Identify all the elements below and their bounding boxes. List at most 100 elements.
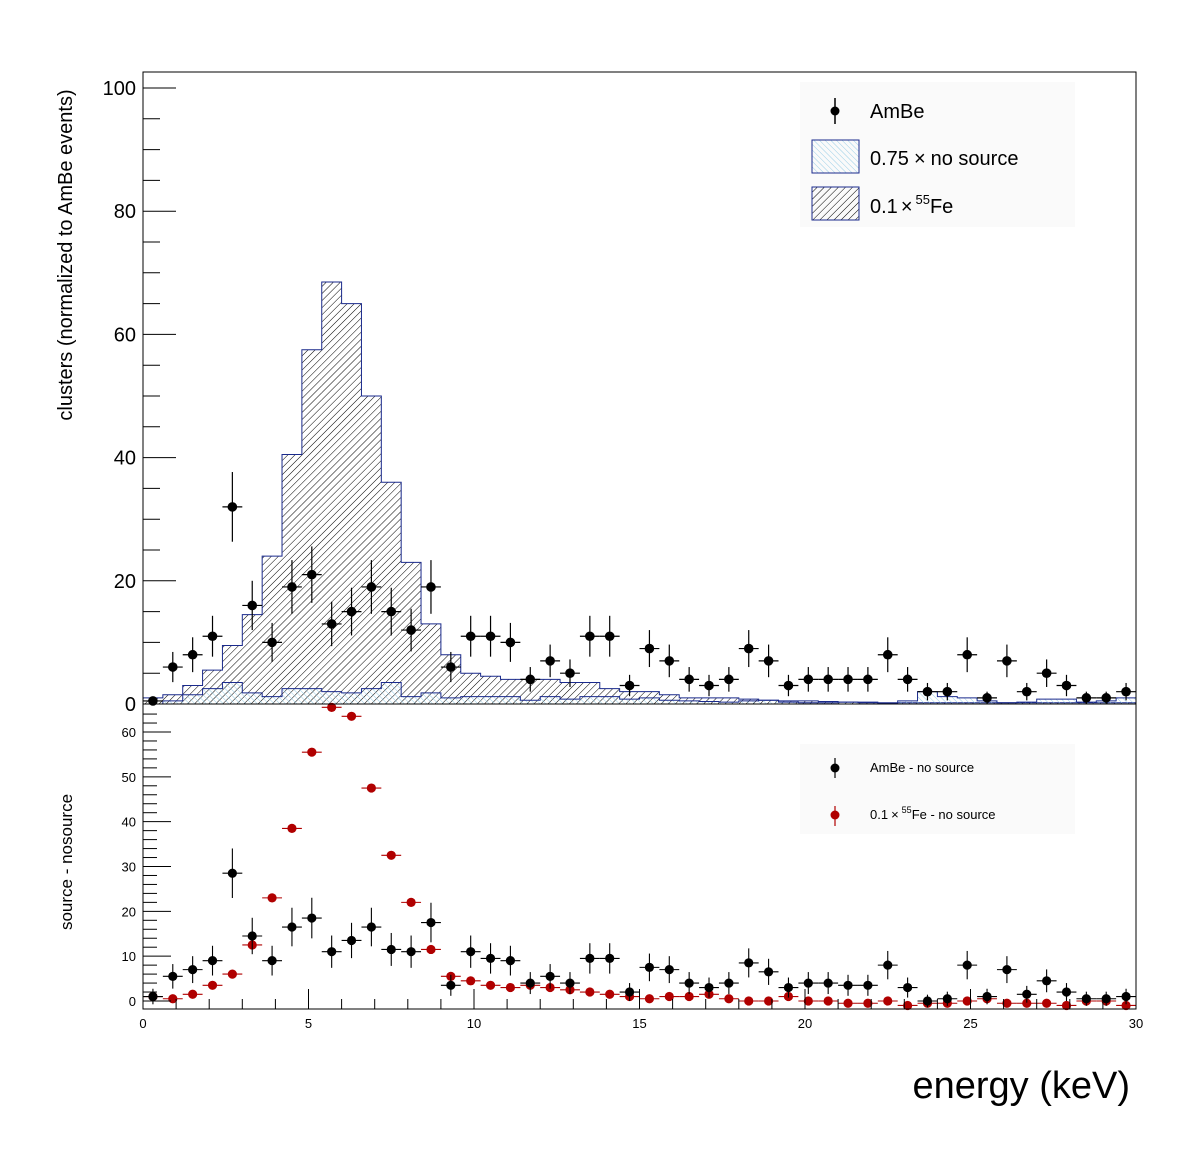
ambe-diff-point: [644, 962, 655, 972]
top-y-tick-label: 0: [125, 694, 136, 716]
ambe-diff-point: [565, 978, 575, 988]
fe55-diff-point: [803, 996, 813, 1006]
nosource-histogram-bar: [401, 696, 422, 704]
ambe-diff-point: [1081, 994, 1091, 1004]
bottom-x-tick-label: 25: [963, 1016, 977, 1031]
ambe-point: [604, 631, 615, 642]
ambe-point: [247, 600, 258, 611]
legend-label-fe55-diff: 0.1 × 55Fe - no source: [870, 805, 996, 822]
legend-marker-ambe-diff: [830, 758, 840, 778]
ambe-point: [446, 662, 456, 672]
ambe-diff-point: [267, 956, 277, 966]
fe55-diff-point: [863, 998, 873, 1008]
ambe-point: [684, 674, 694, 685]
ambe-point: [148, 696, 158, 706]
ambe-point: [1121, 686, 1131, 697]
ambe-diff-point: [148, 991, 158, 1002]
nosource-histogram-bar: [718, 702, 739, 704]
fe55-diff-point: [1061, 1000, 1072, 1011]
top-y-tick-label: 60: [114, 324, 136, 346]
fe55-diff-point: [823, 996, 833, 1006]
top-panel: 0 20 40 60 80 100 clusters (normalized to AmB…: [55, 71, 1137, 716]
bottom-y-tick-label: 50: [122, 770, 136, 785]
fe55-diff-point: [1022, 998, 1032, 1008]
nosource-histogram-bar: [818, 702, 839, 704]
nosource-histogram-bar: [381, 682, 402, 704]
ambe-point: [902, 674, 913, 685]
fe55-histogram-bar: [699, 697, 719, 704]
ambe-point: [187, 649, 198, 660]
fe55-diff-point: [426, 944, 436, 955]
ambe-diff-point: [763, 967, 774, 977]
ambe-diff-point: [605, 953, 615, 964]
nosource-histogram-bar: [599, 696, 620, 704]
ambe-diff-point: [1002, 965, 1012, 975]
bottom-x-tick-label: 5: [305, 1016, 312, 1031]
nosource-histogram-bar: [242, 692, 263, 704]
ambe-diff-point: [783, 982, 794, 993]
bottom-y-tick-label: 60: [122, 725, 136, 740]
ambe-point: [227, 502, 238, 512]
nosource-histogram-bar: [301, 688, 322, 704]
top-y-axis-label: clusters (normalized to AmBe events): [55, 89, 77, 420]
nosource-histogram-bar: [857, 702, 878, 704]
ambe-point: [1061, 680, 1072, 691]
ambe-diff-point: [485, 953, 496, 964]
nosource-histogram-bar: [440, 697, 461, 704]
ambe-diff-point: [744, 958, 754, 968]
ambe-diff-point: [227, 868, 237, 878]
bottom-x-tick-label: 30: [1129, 1016, 1143, 1031]
nosource-histogram-bar: [460, 696, 481, 704]
ambe-point: [743, 643, 754, 654]
fe55-diff-point: [327, 702, 337, 712]
ambe-point: [644, 643, 655, 654]
ambe-point: [505, 637, 516, 648]
fe55-diff-point: [724, 994, 734, 1004]
bottom-y-tick-label: 0: [129, 994, 136, 1009]
fe55-histogram-bar: [341, 303, 362, 704]
fe55-diff-point: [1121, 1000, 1131, 1011]
ambe-diff-point: [585, 953, 595, 964]
ambe-diff-point: [1061, 987, 1072, 997]
bottom-x-tick-label: 15: [632, 1016, 646, 1031]
ambe-diff-point: [287, 922, 297, 932]
nosource-histogram-bar: [679, 700, 700, 704]
fe55-histogram-bar: [321, 282, 342, 704]
ambe-point: [803, 674, 814, 685]
ambe-point: [942, 686, 953, 697]
fe55-diff-point: [466, 976, 476, 986]
nosource-histogram-bar: [1036, 699, 1057, 704]
nosource-histogram-bar: [639, 697, 660, 704]
bottom-y-axis-label: source - nosource: [57, 794, 76, 930]
fe55-diff-point: [267, 893, 277, 903]
ambe-point: [882, 649, 893, 660]
top-y-tick-label: 40: [114, 448, 136, 470]
top-y-tick-label: 80: [114, 201, 136, 223]
nosource-histogram-bar: [699, 701, 719, 704]
ambe-diff-point: [962, 960, 972, 970]
nosource-histogram: [143, 681, 1137, 705]
fe55-diff-point: [883, 996, 893, 1006]
fe55-histogram-bar: [301, 349, 322, 704]
ambe-diff-point: [327, 947, 337, 957]
fe55-diff-point: [207, 980, 218, 990]
ambe-diff-point: [307, 913, 317, 923]
legend-swatch-nosource: [811, 139, 860, 174]
ambe-point: [763, 656, 774, 666]
ambe-diff-point: [624, 987, 635, 997]
ambe-diff-point: [903, 982, 913, 993]
ambe-point: [704, 680, 714, 691]
fe55-diff-point: [644, 994, 655, 1004]
nosource-histogram-bar: [560, 699, 580, 704]
ambe-diff-point: [247, 931, 257, 941]
ambe-point: [207, 631, 218, 642]
ambe-point: [585, 631, 595, 642]
ambe-diff-point: [704, 982, 714, 993]
bottom-y-axis: 0 10 20 30 40 50 60: [122, 713, 171, 1009]
ambe-diff-point: [466, 947, 476, 957]
ambe-point: [565, 668, 575, 678]
nosource-histogram-bar: [361, 688, 382, 704]
ambe-diff-point: [982, 991, 992, 1002]
top-y-tick-label: 20: [114, 571, 136, 593]
nosource-histogram-bar: [421, 692, 441, 704]
